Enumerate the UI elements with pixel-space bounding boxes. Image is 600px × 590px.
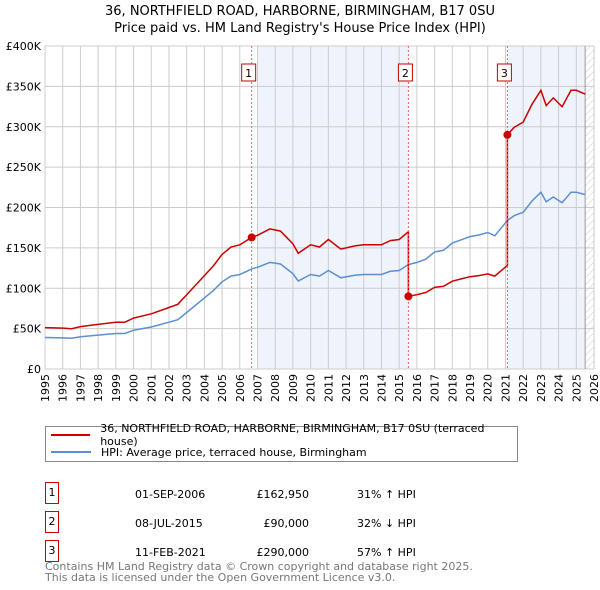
sale-hpi-diff: 32% ↓ HPI	[357, 517, 416, 530]
x-tick-label: 1999	[110, 374, 123, 402]
x-tick-label: 2023	[535, 374, 548, 402]
sale-label: 1	[245, 67, 252, 80]
x-tick-label: 2010	[305, 374, 318, 402]
x-tick-label: 2006	[234, 374, 247, 402]
legend-label: 36, NORTHFIELD ROAD, HARBORNE, BIRMINGHA…	[100, 422, 485, 448]
x-tick-label: 2015	[393, 374, 406, 402]
plot-area: 1995 1996 1997 1998 1999 2000 2001 2002 2003 2004…	[6, 40, 600, 402]
sale-label: 3	[501, 67, 508, 80]
y-tick-label: £250K	[6, 161, 42, 174]
sale-date: 08-JUL-2015	[135, 517, 203, 530]
x-tick-label: 2005	[216, 374, 229, 402]
y-tick-label: £300K	[6, 121, 42, 134]
legend-swatch-red	[51, 434, 91, 436]
sale-label-box	[241, 63, 257, 82]
y-tick-label: £350K	[6, 80, 42, 93]
sale-hpi-diff: 57% ↑ HPI	[357, 546, 416, 559]
legend: 36, NORTHFIELD ROAD, HARBORNE, BIRMINGHA…	[45, 422, 518, 462]
y-tick-label: £150K	[6, 242, 42, 255]
sale-point	[503, 130, 512, 139]
x-tick-label: 2011	[322, 374, 335, 402]
x-tick-label: 2004	[198, 374, 211, 402]
y-tick-label: £400K	[6, 40, 42, 53]
legend-item-property: 36, NORTHFIELD ROAD, HARBORNE, BIRMINGHA…	[51, 422, 517, 448]
sale-row: 3 11-FEB-2021 £290,000 57% ↑ HPI	[45, 540, 600, 566]
x-tick-label: 2025	[570, 374, 583, 402]
x-tick-label: 2003	[181, 374, 194, 402]
x-tick-label: 1995	[39, 374, 52, 402]
sale-label: 2	[402, 67, 409, 80]
y-tick-label: £0	[27, 363, 41, 376]
x-tick-label: 2022	[517, 374, 530, 402]
x-tick-label: 2014	[375, 374, 388, 402]
y-tick-label: £100K	[6, 282, 42, 295]
legend-label: HPI: Average price, terraced house, Birm…	[101, 445, 367, 459]
x-tick-label: 2024	[553, 374, 566, 402]
legend-item-hpi: HPI: Average price, terraced house, Birm…	[51, 444, 367, 460]
y-tick-label: £200K	[6, 202, 42, 215]
sale-number: 1	[45, 482, 59, 504]
x-tick-label: 2018	[446, 374, 459, 402]
footer-copyright: Contains HM Land Registry data © Crown c…	[45, 560, 473, 573]
sale-price: £290,000	[256, 546, 310, 559]
sale-date: 01-SEP-2006	[135, 488, 206, 501]
sale-number: 3	[45, 540, 59, 562]
x-tick-label: 2020	[482, 374, 495, 402]
sale-date: 11-FEB-2021	[135, 546, 206, 559]
sale-row: 2 08-JUL-2015 £90,000 32% ↓ HPI	[45, 511, 600, 537]
x-tick-label: 2019	[464, 374, 477, 402]
legend-swatch-blue	[51, 451, 91, 453]
x-tick-label: 1996	[57, 374, 70, 402]
chart-subtitle: Price paid vs. HM Land Registry's House …	[114, 21, 486, 36]
sale-point	[404, 292, 413, 301]
sale-hpi-diff: 31% ↑ HPI	[357, 488, 416, 501]
sale-point	[247, 233, 256, 242]
x-tick-label: 2012	[340, 374, 353, 402]
y-tick-label: £50K	[13, 323, 42, 336]
sale-price: £162,950	[256, 488, 310, 501]
x-tick-label: 1998	[92, 374, 105, 402]
chart-title: 36, NORTHFIELD ROAD, HARBORNE, BIRMINGHA…	[105, 4, 495, 19]
hpi-line	[44, 190, 586, 340]
x-tick-label: 2000	[128, 374, 141, 402]
x-tick-label: 2026	[588, 374, 600, 402]
sale-label-box	[397, 63, 413, 82]
x-tick-label: 2001	[145, 374, 158, 402]
x-tick-label: 1997	[74, 374, 87, 402]
x-tick-label: 2013	[358, 374, 371, 402]
x-tick-label: 2017	[429, 374, 442, 402]
sale-row: 1 01-SEP-2006 £162,950 31% ↑ HPI	[45, 482, 600, 508]
x-tick-label: 2008	[269, 374, 282, 402]
sale-label-box	[496, 63, 512, 82]
x-tick-label: 2002	[163, 374, 176, 402]
x-tick-label: 2016	[411, 374, 424, 402]
sale-price: £90,000	[263, 517, 310, 530]
sale-number: 2	[45, 511, 59, 533]
x-tick-label: 2007	[252, 374, 265, 402]
x-tick-label: 2009	[287, 374, 300, 402]
property-price-line	[44, 88, 586, 330]
x-tick-label: 2021	[499, 374, 512, 402]
footer-licence: This data is licensed under the Open Gov…	[45, 571, 396, 584]
